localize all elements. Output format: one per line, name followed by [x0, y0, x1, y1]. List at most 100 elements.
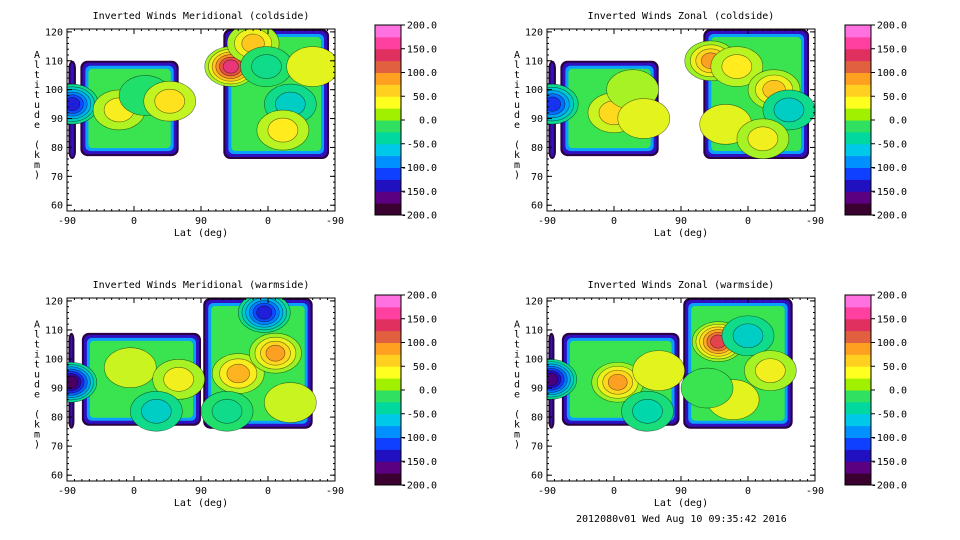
x-tick-label: -90 — [806, 216, 824, 227]
x-tick-label: -90 — [326, 486, 344, 497]
y-tick-label: 110 — [525, 56, 543, 67]
colorbar-swatch — [375, 354, 401, 367]
contour-band — [607, 373, 628, 391]
contour-band — [286, 46, 335, 87]
contour-band — [721, 54, 753, 79]
y-axis-label-char: i — [514, 80, 520, 91]
y-axis-label-char: e — [514, 120, 520, 131]
contour-band — [211, 398, 243, 424]
y-tick-label: 110 — [525, 325, 543, 336]
colorbar-swatch — [375, 60, 401, 73]
contour-band — [773, 97, 805, 123]
colorbar-swatch — [845, 120, 871, 133]
colorbar-tick-label: 50.0 — [883, 92, 907, 103]
contour-area — [547, 29, 815, 160]
colorbar-tick-label: 100.0 — [407, 338, 437, 349]
x-tick-label: 0 — [611, 216, 617, 227]
colorbar-swatch — [845, 473, 871, 486]
chart-title: Inverted Winds Zonal (coldside) — [588, 11, 775, 22]
chart-panel-3: 60 70 80 90 100 110 120 -90 0 90 0 -90 Inverted Wind… — [34, 280, 437, 509]
y-tick-label: 110 — [45, 325, 63, 336]
colorbar-tick-label: 0.0 — [889, 386, 907, 397]
y-axis-label-char: m — [34, 160, 40, 171]
colorbar-swatch — [845, 167, 871, 180]
colorbar-tick-label: -100.0 — [401, 433, 437, 444]
colorbar: 200.0 150.0 100.0 50.0 0.0 -50.0 -100.0 -150.0 -… — [374, 291, 437, 492]
x-tick-label: 0 — [611, 486, 617, 497]
x-tick-label: 90 — [195, 216, 207, 227]
colorbar-tick-label: -50.0 — [877, 139, 907, 150]
colorbar-tick-label: -150.0 — [871, 187, 907, 198]
contour-area — [67, 298, 317, 432]
colorbar-tick-label: -150.0 — [871, 457, 907, 468]
contour-band — [264, 382, 317, 423]
x-axis-label: Lat (deg) — [654, 498, 708, 509]
y-axis-label-char: t — [514, 90, 520, 101]
colorbar-tick-label: 100.0 — [877, 68, 907, 79]
y-tick-label: 120 — [525, 296, 543, 307]
y-axis-label-char: d — [34, 110, 40, 121]
y-axis-label-char: ( — [34, 410, 40, 421]
y-tick-label: 120 — [525, 27, 543, 38]
x-axis-label: Lat (deg) — [654, 228, 708, 239]
y-tick-label: 70 — [51, 172, 63, 183]
colorbar-swatch — [375, 390, 401, 403]
colorbar-tick-label: -50.0 — [407, 409, 437, 420]
y-axis-label-char: ) — [514, 440, 520, 451]
colorbar-swatch — [845, 143, 871, 157]
colorbar-swatch — [845, 295, 871, 308]
chart-title: Inverted Winds Zonal (warmside) — [588, 280, 775, 291]
y-axis-label-char: m — [34, 430, 40, 441]
chart-panel-4: 60 70 80 90 100 110 120 -90 0 90 0 -90 Inverted Wind… — [514, 280, 907, 509]
y-axis-label-char: m — [514, 160, 520, 171]
colorbar-tick-label: -200.0 — [401, 481, 437, 492]
y-tick-label: 100 — [525, 355, 543, 366]
colorbar-swatch — [845, 342, 871, 355]
colorbar-swatch — [375, 108, 401, 121]
colorbar-tick-label: -100.0 — [871, 433, 907, 444]
colorbar-swatch — [375, 25, 401, 38]
x-tick-label: -90 — [806, 486, 824, 497]
colorbar: 200.0 150.0 100.0 50.0 0.0 -50.0 -100.0 -150.0 -… — [374, 21, 437, 222]
y-axis-label-char: u — [34, 370, 40, 381]
contour-band — [251, 54, 282, 79]
colorbar-swatch — [845, 191, 871, 204]
y-tick-label: 70 — [51, 442, 63, 453]
y-axis-label-char: e — [514, 390, 520, 401]
colorbar-swatch — [375, 203, 401, 216]
colorbar-tick-label: 50.0 — [413, 362, 437, 373]
y-axis-label-char: d — [514, 110, 520, 121]
colorbar-swatch — [375, 378, 401, 391]
colorbar-tick-label: -100.0 — [401, 163, 437, 174]
y-axis-label-char: d — [514, 380, 520, 391]
colorbar-swatch — [375, 84, 401, 97]
colorbar-tick-label: 200.0 — [407, 21, 437, 32]
colorbar-tick-label: -200.0 — [871, 481, 907, 492]
colorbar-tick-label: 150.0 — [877, 44, 907, 55]
y-axis-label-char: d — [34, 380, 40, 391]
y-axis-label-char: k — [34, 420, 40, 431]
y-tick-label: 70 — [531, 172, 543, 183]
colorbar-swatch — [845, 413, 871, 427]
y-axis-label-char: u — [514, 370, 520, 381]
colorbar-swatch — [845, 354, 871, 367]
colorbar-swatch — [845, 378, 871, 391]
y-tick-label: 60 — [531, 471, 543, 482]
chart-panel-1: 60 70 80 90 100 110 120 -90 0 90 0 -90 Inverted Wind… — [34, 11, 437, 239]
colorbar-swatch — [375, 191, 401, 204]
colorbar-swatch — [845, 461, 871, 474]
colorbar-swatch — [375, 167, 401, 180]
colorbar-swatch — [845, 437, 871, 450]
colorbar-swatch — [375, 96, 401, 109]
contour-band — [617, 98, 671, 139]
y-tick-label: 100 — [525, 85, 543, 96]
y-axis-label-char: t — [34, 360, 40, 371]
x-tick-label: 0 — [131, 216, 137, 227]
contour-band — [256, 305, 273, 320]
y-axis-label-char: u — [514, 100, 520, 111]
chart-title: Inverted Winds Meridional (coldside) — [93, 11, 310, 22]
colorbar-swatch — [375, 318, 401, 332]
y-tick-label: 90 — [531, 114, 543, 125]
